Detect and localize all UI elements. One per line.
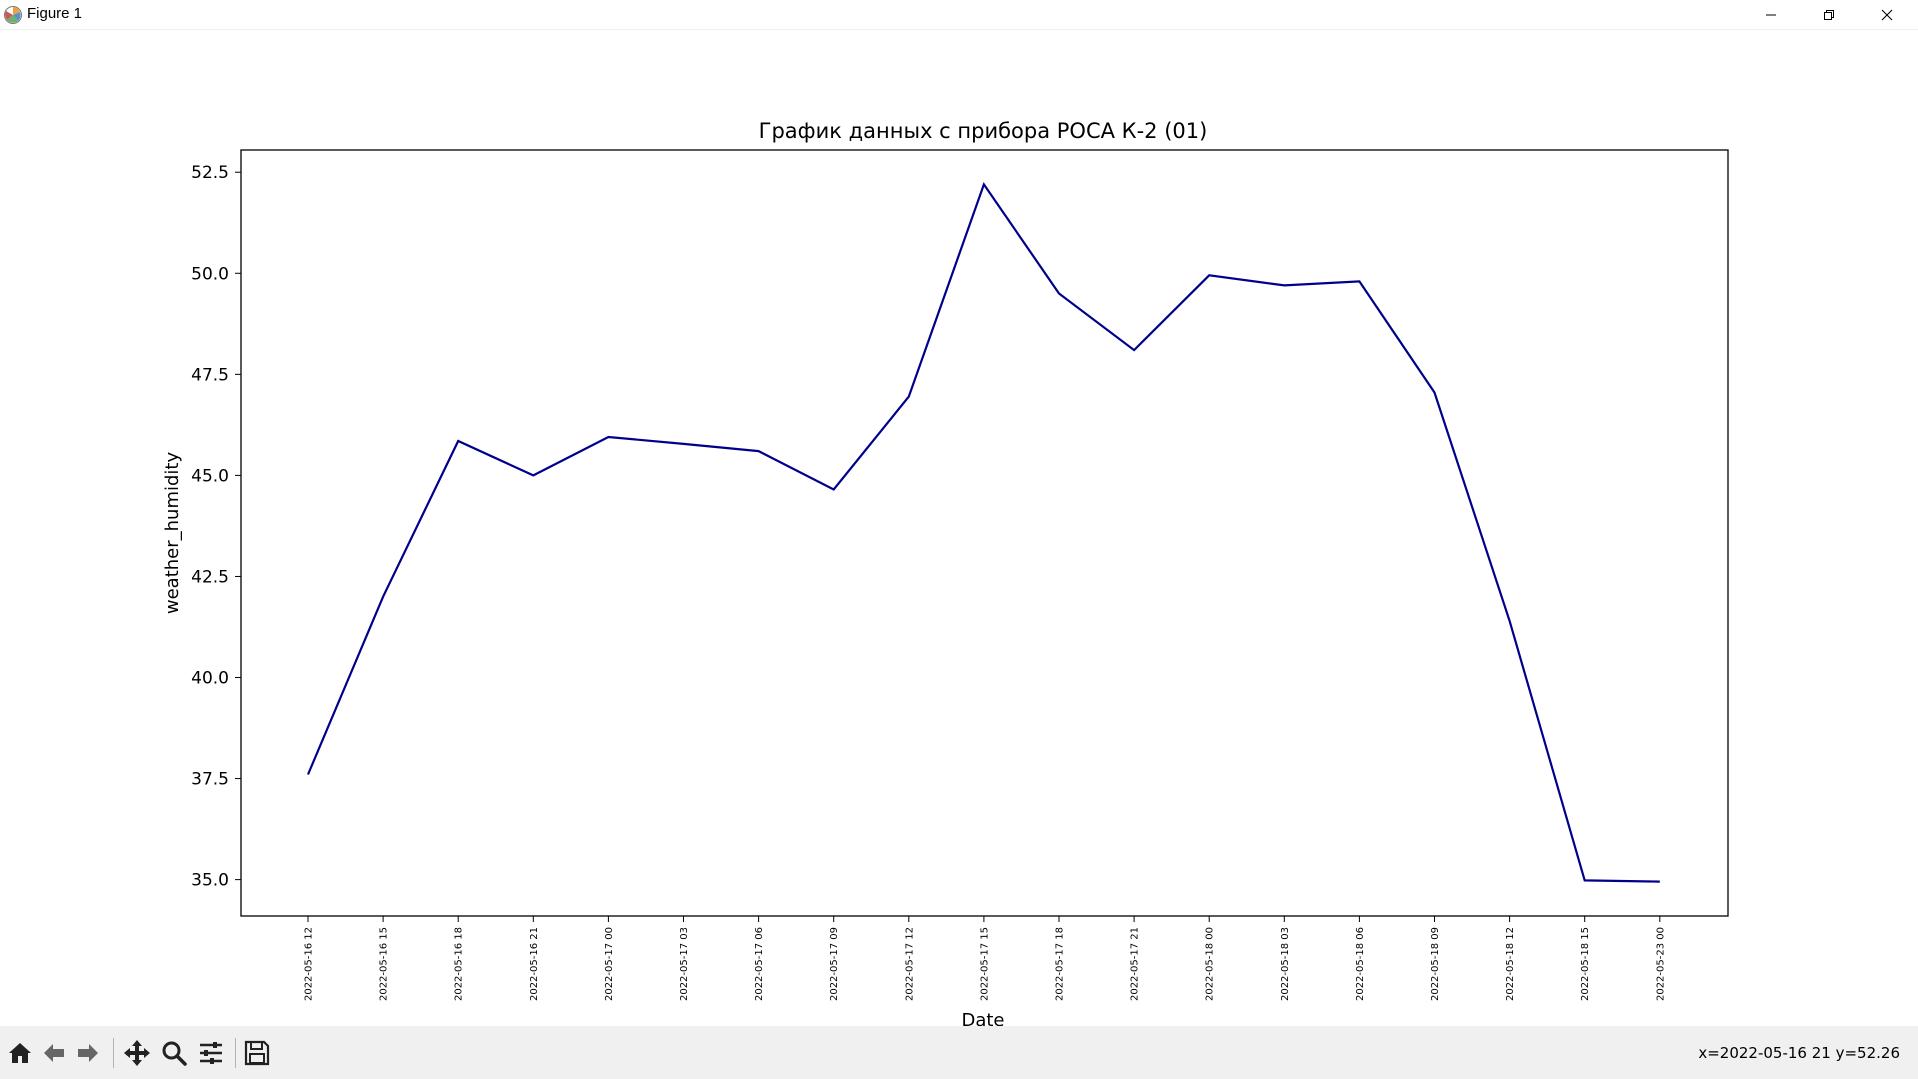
x-tick-label: 2022-05-18 12: [1505, 927, 1516, 1001]
minimize-button[interactable]: [1742, 0, 1800, 29]
y-tick-label: 35.0: [191, 871, 229, 891]
x-tick-label: 2022-05-17 15: [979, 927, 990, 1001]
x-tick-label: 2022-05-16 12: [304, 927, 315, 1001]
figure-canvas[interactable]: График данных с прибора РОСА К-2 (01) 35…: [0, 30, 1918, 1026]
x-tick-label: 2022-05-17 06: [754, 927, 765, 1001]
y-tick-label: 50.0: [191, 264, 229, 284]
x-tick-label: 2022-05-17 18: [1055, 927, 1066, 1001]
y-tick-label: 37.5: [191, 770, 229, 790]
x-tick-label: 2022-05-17 00: [604, 927, 615, 1001]
configure-subplots-icon: [200, 1042, 222, 1064]
home-icon: [9, 1043, 31, 1063]
forward-button[interactable]: [71, 1036, 105, 1070]
pan-icon: [124, 1040, 150, 1066]
x-axis-label: Date: [961, 1010, 1004, 1026]
y-tick-label: 40.0: [191, 669, 229, 689]
matplotlib-icon: [4, 6, 22, 24]
x-tick-label: 2022-05-17 09: [829, 927, 840, 1001]
toolbar-separator: [235, 1038, 236, 1068]
x-tick-label: 2022-05-18 03: [1280, 927, 1291, 1001]
y-axis-label: weather_humidity: [162, 452, 183, 615]
plot-area: [240, 149, 1729, 917]
save-icon: [244, 1040, 270, 1066]
close-icon: [1881, 9, 1893, 20]
x-tick-label: 2022-05-18 06: [1355, 927, 1366, 1001]
cursor-coordinates: x=2022-05-16 21 y=52.26: [1698, 1044, 1900, 1062]
close-button[interactable]: [1858, 0, 1916, 29]
zoom-button[interactable]: [157, 1036, 191, 1070]
y-tick-label: 52.5: [191, 163, 229, 183]
home-button[interactable]: [3, 1036, 37, 1070]
toolbar-separator: [113, 1038, 114, 1068]
x-axis: 2022-05-16 12 2022-05-16 15 2022-05-16 18 2…: [304, 916, 1666, 1001]
y-tick-label: 45.0: [191, 466, 229, 486]
forward-icon: [78, 1044, 98, 1062]
minimize-icon: [1766, 14, 1776, 15]
line-chart: График данных с прибора РОСА К-2 (01) 35…: [0, 30, 1918, 1026]
chart-title: График данных с прибора РОСА К-2 (01): [759, 119, 1208, 143]
x-tick-label: 2022-05-16 15: [379, 927, 390, 1001]
x-tick-label: 2022-05-17 12: [904, 927, 915, 1001]
y-tick-label: 47.5: [191, 365, 229, 385]
back-button[interactable]: [37, 1036, 71, 1070]
window-title: Figure 1: [27, 5, 83, 22]
series-line: [306, 181, 1660, 883]
configure-subplots-button[interactable]: [194, 1036, 228, 1070]
x-tick-label: 2022-05-16 18: [454, 927, 465, 1001]
back-icon: [44, 1044, 64, 1062]
x-tick-label: 2022-05-17 21: [1130, 927, 1141, 1001]
maximize-icon: [1824, 9, 1834, 20]
pan-button[interactable]: [120, 1036, 154, 1070]
window-titlebar: Figure 1: [0, 0, 1918, 30]
x-tick-label: 2022-05-18 09: [1430, 927, 1441, 1001]
maximize-button[interactable]: [1800, 0, 1858, 29]
x-tick-label: 2022-05-18 15: [1580, 927, 1591, 1001]
x-tick-label: 2022-05-18 00: [1205, 927, 1216, 1001]
y-tick-label: 42.5: [191, 567, 229, 587]
navigation-toolbar: x=2022-05-16 21 y=52.26: [0, 1026, 1918, 1079]
x-tick-label: 2022-05-16 21: [529, 927, 540, 1001]
x-tick-label: 2022-05-17 03: [679, 927, 690, 1001]
y-axis: 35.0 37.5 40.0 42.5 45.0 47.5 50.0 52.5: [191, 163, 241, 891]
zoom-icon: [162, 1041, 187, 1066]
x-tick-label: 2022-05-23 00: [1655, 927, 1666, 1001]
save-button[interactable]: [240, 1036, 274, 1070]
